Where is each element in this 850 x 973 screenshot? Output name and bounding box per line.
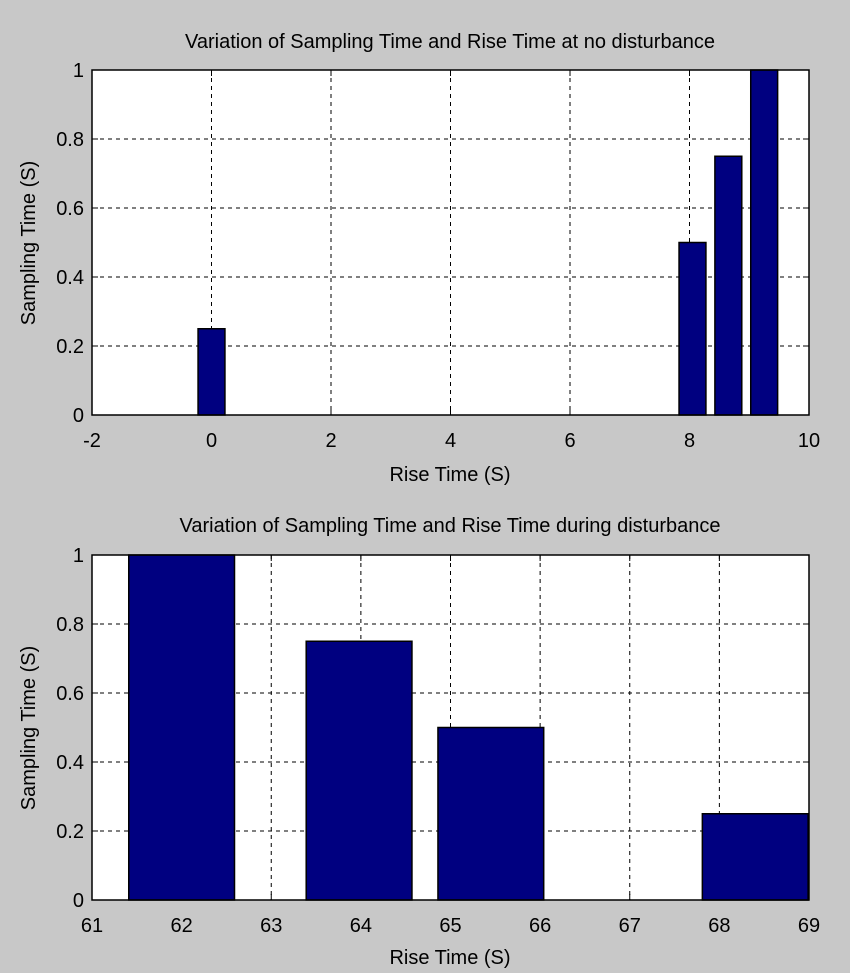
x-tick-label: 2 bbox=[325, 430, 336, 452]
y-tick-label: 0.2 bbox=[56, 336, 84, 358]
y-tick-label: 0 bbox=[73, 405, 84, 427]
subplot-during-disturbance: Variation of Sampling Time and Rise Time… bbox=[18, 515, 820, 969]
bar bbox=[197, 328, 226, 416]
x-tick-label: 67 bbox=[619, 915, 641, 937]
y-tick-label: 0.4 bbox=[56, 267, 84, 289]
y-tick-label: 0.6 bbox=[56, 683, 84, 705]
bars bbox=[197, 69, 779, 416]
x-tick-label: 62 bbox=[171, 915, 193, 937]
x-tick-label: 66 bbox=[529, 915, 551, 937]
axes-frame bbox=[91, 69, 810, 416]
x-tick-label: 69 bbox=[798, 915, 820, 937]
x-tick-label: 61 bbox=[81, 915, 103, 937]
x-tick-label: 68 bbox=[708, 915, 730, 937]
x-tick-label: 0 bbox=[206, 430, 217, 452]
x-tick-label: 64 bbox=[350, 915, 372, 937]
y-tick-label: 1 bbox=[73, 60, 84, 82]
bar bbox=[437, 726, 545, 901]
y-tick-label: 0.8 bbox=[56, 129, 84, 151]
x-tick-label: 63 bbox=[260, 915, 282, 937]
x-tick-label: 4 bbox=[445, 430, 456, 452]
y-tick-label: 0.2 bbox=[56, 821, 84, 843]
chart-title: Variation of Sampling Time and Rise Time… bbox=[179, 515, 720, 537]
x-tick-label: 65 bbox=[439, 915, 461, 937]
bar bbox=[714, 155, 743, 416]
x-axis-label: Rise Time (S) bbox=[389, 464, 510, 486]
x-axis-label: Rise Time (S) bbox=[389, 947, 510, 969]
y-tick-label: 0.4 bbox=[56, 752, 84, 774]
axes-frame bbox=[91, 554, 810, 901]
bar bbox=[127, 554, 236, 901]
y-tick-label: 0.8 bbox=[56, 614, 84, 636]
bar bbox=[305, 640, 413, 901]
y-tick-labels: 0 0.2 0.4 0.6 0.8 1 bbox=[56, 545, 84, 912]
x-tick-label: 10 bbox=[798, 430, 820, 452]
y-tick-label: 0 bbox=[73, 890, 84, 912]
y-tick-label: 0.6 bbox=[56, 198, 84, 220]
y-axis-label: Sampling Time (S) bbox=[18, 161, 40, 326]
y-tick-label: 1 bbox=[73, 545, 84, 567]
y-tick-labels: 0 0.2 0.4 0.6 0.8 1 bbox=[56, 60, 84, 427]
chart-title: Variation of Sampling Time and Rise Time… bbox=[185, 31, 715, 53]
subplot-no-disturbance: Variation of Sampling Time and Rise Time… bbox=[18, 31, 820, 486]
y-axis-label: Sampling Time (S) bbox=[18, 646, 40, 811]
x-tick-labels: -2 0 2 4 6 8 10 bbox=[83, 430, 820, 452]
x-tick-label: -2 bbox=[83, 430, 101, 452]
x-tick-label: 8 bbox=[684, 430, 695, 452]
x-tick-labels: 61 62 63 64 65 66 67 68 69 bbox=[81, 915, 820, 937]
bar bbox=[678, 241, 707, 416]
bar bbox=[749, 69, 779, 416]
x-tick-label: 6 bbox=[564, 430, 575, 452]
bar bbox=[701, 813, 809, 901]
